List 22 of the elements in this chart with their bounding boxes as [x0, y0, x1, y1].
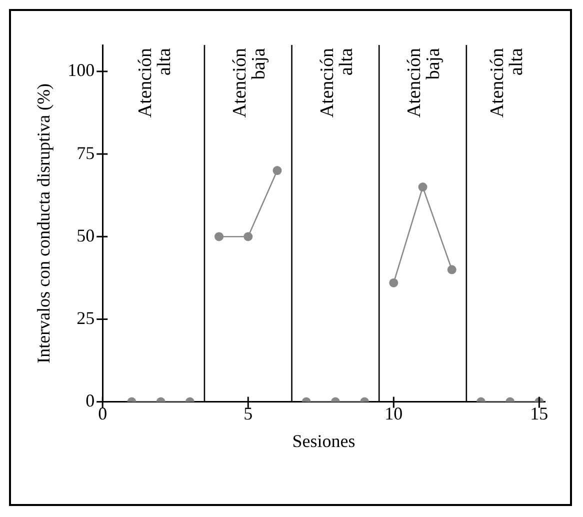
x-axis-title: Sesiones — [292, 430, 356, 451]
annotation: Atención alta — [135, 47, 176, 118]
y-tick-label: 75 — [76, 142, 95, 163]
annotation: Atención baja — [404, 47, 444, 118]
x-tick-label: 5 — [244, 403, 253, 424]
annotation: Atención alta — [316, 47, 357, 118]
y-tick-label: 25 — [76, 308, 95, 328]
y-tick-label: 0 — [86, 390, 95, 411]
annotation: Atención alta — [487, 47, 528, 118]
point — [389, 278, 398, 288]
x-tick-label: 15 — [530, 403, 548, 424]
y-axis-title: Intervalos con conducta disruptiva (%) — [34, 83, 54, 364]
x-tick-label: 0 — [98, 403, 108, 424]
annotation: Atención baja — [230, 47, 270, 118]
point — [447, 265, 456, 274]
point — [418, 182, 428, 192]
point — [214, 232, 224, 242]
y-tick-label: 100 — [68, 60, 95, 80]
y-tick-label: 50 — [76, 225, 95, 246]
point — [244, 232, 253, 242]
point — [272, 166, 282, 176]
x-tick-label: 10 — [384, 403, 403, 424]
